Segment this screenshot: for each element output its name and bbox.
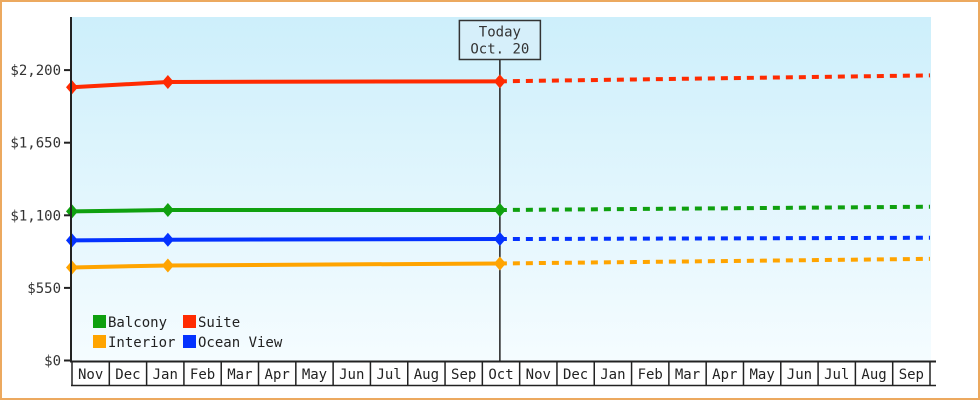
- series-line-forecast-balcony: [499, 204, 931, 213]
- month-label: Jun: [339, 367, 364, 383]
- today-annotation-date: Oct. 20: [470, 42, 529, 58]
- month-label: Jul: [376, 367, 401, 383]
- series-marker-suite: [493, 74, 506, 89]
- month-label: Nov: [78, 367, 103, 383]
- month-label: Apr: [712, 367, 737, 383]
- month-label: Nov: [526, 367, 551, 383]
- series-line-forecast-ocean-view: [499, 235, 931, 242]
- y-axis-label: $1,100: [10, 208, 61, 224]
- month-label: Feb: [638, 367, 663, 383]
- series-marker-interior: [161, 258, 174, 273]
- legend-label-interior: Interior: [108, 335, 175, 351]
- today-annotation-box: [458, 19, 542, 61]
- series-marker-ocean-view: [161, 232, 174, 247]
- month-label: Dec: [563, 367, 588, 383]
- series-marker-suite: [161, 74, 174, 89]
- legend-label-suite: Suite: [198, 315, 240, 331]
- y-axis-label: $1,650: [10, 136, 61, 152]
- series-marker-interior: [493, 256, 506, 271]
- month-label: Feb: [190, 367, 215, 383]
- plot-area-background: [72, 17, 931, 361]
- series-line-forecast-interior: [499, 256, 931, 266]
- legend-swatch-interior: [93, 335, 106, 348]
- month-label: Aug: [861, 367, 886, 383]
- month-label: Jul: [824, 367, 849, 383]
- legend-swatch-balcony: [93, 315, 106, 328]
- month-label: May: [302, 367, 327, 383]
- series-marker-ocean-view: [493, 232, 506, 247]
- month-label: Jan: [600, 367, 625, 383]
- y-axis-label: $550: [27, 281, 61, 297]
- legend-label-ocean-view: Ocean View: [198, 335, 283, 351]
- y-axis-label: $2,200: [10, 63, 61, 79]
- month-label: Sep: [899, 367, 924, 383]
- series-marker-balcony: [161, 203, 174, 218]
- series-line-history-balcony: [71, 208, 500, 214]
- series-marker-balcony: [493, 203, 506, 218]
- legend-label-balcony: Balcony: [108, 315, 167, 331]
- month-label: May: [749, 367, 774, 383]
- month-label: Sep: [451, 367, 476, 383]
- month-label: Mar: [675, 367, 700, 383]
- legend-swatch-ocean-view: [183, 335, 196, 348]
- month-label: Jun: [787, 367, 812, 383]
- series-line-history-ocean-view: [71, 237, 500, 243]
- y-axis-label: $0: [44, 354, 61, 370]
- month-label: Apr: [265, 367, 290, 383]
- month-label: Jan: [153, 367, 178, 383]
- month-label: Dec: [115, 367, 140, 383]
- month-label: Aug: [414, 367, 439, 383]
- month-label: Mar: [227, 367, 252, 383]
- series-line-forecast-suite: [499, 73, 931, 84]
- today-annotation-title: Today: [479, 25, 521, 41]
- month-label: Oct: [488, 367, 513, 383]
- legend-swatch-suite: [183, 315, 196, 328]
